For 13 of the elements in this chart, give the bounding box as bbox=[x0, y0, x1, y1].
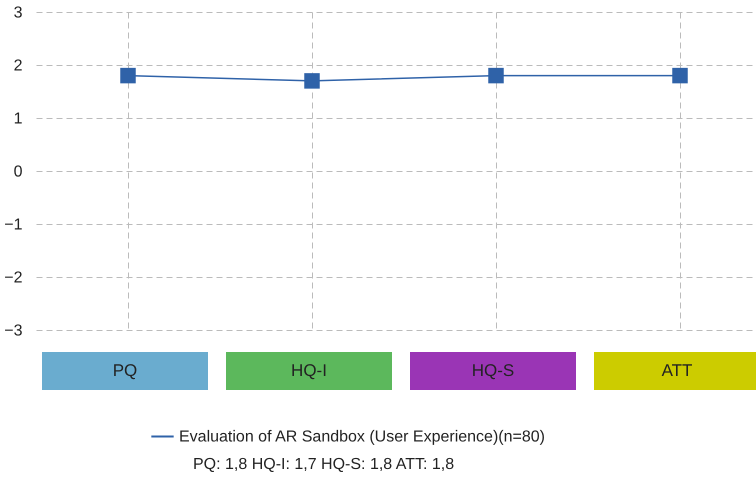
y-tick-label: −2 bbox=[4, 270, 23, 286]
y-tick-label: 3 bbox=[14, 4, 23, 22]
legend-label: Evaluation of AR Sandbox (User Experience)(n=80) bbox=[179, 428, 545, 446]
text: PQ: 1,8 HQ-I: 1,7 HQ-S: 1,8 ATT: 1,8 bbox=[193, 456, 454, 474]
category-label-box: PQ bbox=[42, 352, 208, 390]
y-tick-label: 2 bbox=[14, 58, 23, 74]
y-tick-label: −3 bbox=[4, 322, 23, 340]
y-tick-label: −1 bbox=[4, 216, 23, 234]
category-label-box: ATT bbox=[594, 352, 756, 390]
category-label-box: HQ-I bbox=[226, 352, 392, 390]
y-tick-label: 1 bbox=[14, 110, 23, 128]
category-label-box: HQ-S bbox=[410, 352, 576, 390]
y-tick-label: 0 bbox=[14, 164, 23, 180]
